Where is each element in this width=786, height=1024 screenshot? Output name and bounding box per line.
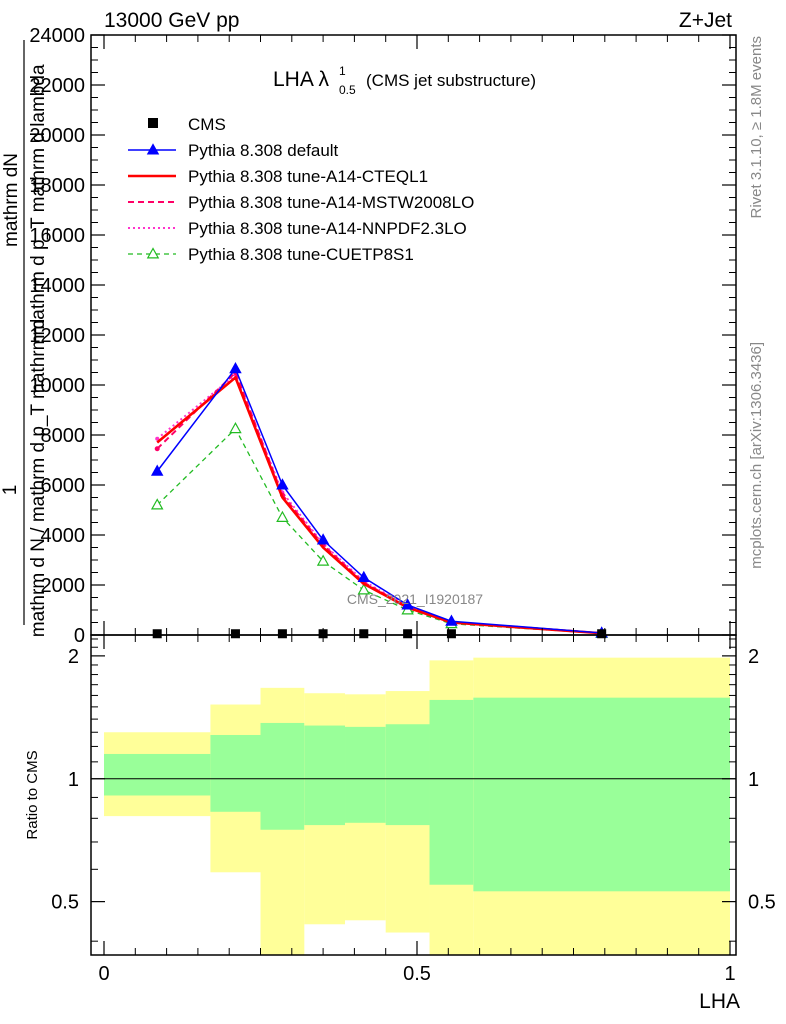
- point-cms: [152, 629, 162, 639]
- y-axis-label-line-1: mathrm dN: [1, 153, 22, 247]
- ratio-y-tick-label-right: 0.5: [748, 892, 776, 914]
- y-tick-label: 20000: [29, 125, 85, 147]
- ratio-y-tick-label-right: 2: [748, 646, 759, 668]
- ratio-band-inner-2: [260, 722, 305, 830]
- point-cms: [359, 629, 369, 639]
- legend: CMS Pythia 8.308 default Pythia 8.308 tune…: [128, 115, 474, 264]
- point-default: [445, 614, 458, 626]
- y-tick-label: 2000: [41, 575, 86, 597]
- legend-label-a14_mstw: Pythia 8.308 tune-A14-MSTW2008LO: [188, 193, 474, 212]
- ratio-frame: [90, 634, 737, 956]
- series-line-cuetp8s1: [156, 427, 602, 635]
- ratio-band-inner-6: [429, 699, 474, 885]
- plot-title-sub: 0.5: [339, 83, 356, 97]
- plot-title-main: LHA λ: [273, 68, 330, 91]
- x-tick-label: 0.5: [403, 963, 431, 985]
- series-a14_cteql1: [156, 375, 602, 635]
- legend-marker-cuetp8s1: [146, 247, 160, 259]
- y-tick-label: 6000: [41, 475, 86, 497]
- point-cuetp8s1: [229, 422, 242, 434]
- point-cms: [403, 629, 413, 639]
- plot-title-note: (CMS jet substructure): [366, 71, 536, 90]
- point-cms: [277, 629, 287, 639]
- point-cms: [597, 629, 607, 639]
- legend-label-a14_nnpdf: Pythia 8.308 tune-A14-NNPDF2.3LO: [188, 219, 467, 238]
- ratio-band-inner-7: [473, 697, 730, 892]
- point-default: [150, 464, 164, 476]
- point-default: [229, 362, 242, 374]
- legend-item-a14_mstw: Pythia 8.308 tune-A14-MSTW2008LO: [128, 193, 474, 212]
- ratio-y-tick-label-right: 1: [748, 769, 759, 791]
- y-tick-label: 24000: [29, 25, 85, 47]
- y-tick-label: 18000: [29, 175, 85, 197]
- legend-label-cms: CMS: [188, 115, 226, 134]
- y-tick-label: 22000: [29, 75, 85, 97]
- legend-item-cms: CMS: [148, 115, 226, 134]
- point-a14-nnpdf: [155, 436, 160, 441]
- y-tick-label: 8000: [41, 425, 86, 447]
- ratio-y-tick-label: 1: [68, 769, 79, 791]
- point-cuetp8s1: [150, 498, 164, 510]
- legend-item-a14_nnpdf: Pythia 8.308 tune-A14-NNPDF2.3LO: [128, 219, 467, 238]
- ratio-y-tick-label: 0.5: [51, 892, 79, 914]
- ratio-band-inner-4: [345, 726, 386, 823]
- y-tick-label: 10000: [29, 375, 85, 397]
- legend-label-cuetp8s1: Pythia 8.308 tune-CUETP8S1: [188, 245, 414, 264]
- point-cuetp8s1: [276, 510, 289, 522]
- point-default: [357, 570, 371, 582]
- legend-label-default: Pythia 8.308 default: [188, 141, 339, 160]
- plot-title-sup: 1: [339, 64, 346, 78]
- y-axis-label-line-3: 1: [0, 485, 21, 496]
- y-axis-label-line-4: mathrm d N / mathrm d p_T mathrm d: [28, 319, 49, 638]
- side-label-rivet: Rivet 3.1.10, ≥ 1.8M events: [748, 36, 765, 219]
- point-default: [276, 478, 289, 490]
- legend-item-a14_cteql1: Pythia 8.308 tune-A14-CTEQL1: [128, 167, 428, 186]
- ratio-band-inner-5: [385, 724, 430, 826]
- legend-item-cuetp8s1: Pythia 8.308 tune-CUETP8S1: [128, 245, 414, 264]
- point-cms: [446, 629, 456, 639]
- legend-marker-default: [146, 143, 160, 155]
- side-label-mcplots: mcplots.cern.ch [arXiv:1306.3436]: [748, 342, 765, 569]
- ratio-y-tick-label: 2: [68, 646, 79, 668]
- y-tick-label: 14000: [29, 275, 85, 297]
- point-a14-mstw: [154, 446, 160, 452]
- y-axis-label: mathrm dN mathrm d p_T mathrm d lambda 1…: [0, 40, 49, 637]
- main-plot-panel: 0 2000 4000 6000 8000 10000 12000 14000 16000 180…: [0, 25, 737, 647]
- y-tick-label: 16000: [29, 225, 85, 247]
- ratio-band-inner-0: [104, 753, 211, 796]
- legend-marker-cms: [148, 118, 158, 128]
- point-cms: [230, 629, 240, 639]
- x-tick-label: 1: [724, 963, 735, 985]
- plot-title: LHA λ 1 0.5 (CMS jet substructure): [273, 64, 536, 97]
- series-line-a14_mstw: [156, 370, 602, 635]
- point-default: [316, 533, 330, 545]
- legend-item-default: Pythia 8.308 default: [128, 141, 339, 160]
- y-axis-label-line-2: mathrm d p_T mathrm d lambda: [28, 64, 49, 335]
- point-cuetp8s1: [357, 583, 371, 595]
- ratio-band-inner-3: [304, 725, 346, 826]
- series-cms: [152, 629, 607, 639]
- ratio-panel: 0 0.5 1 0.5 0.5 1 1 2 2 Ratio to CMS LHA: [24, 634, 776, 1013]
- x-axis-label: LHA: [699, 990, 740, 1013]
- ratio-band-inner-1: [210, 734, 261, 812]
- watermark-analysis: CMS_2021_I1920187: [347, 591, 483, 607]
- y-tick-label: 4000: [41, 525, 86, 547]
- series-line-default: [156, 367, 602, 634]
- x-tick-label: 0: [98, 963, 109, 985]
- point-default: [401, 598, 414, 610]
- header-process: Z+Jet: [679, 9, 732, 32]
- y-tick-label: 0: [74, 625, 85, 647]
- y-tick-label: 12000: [29, 325, 85, 347]
- ratio-y-label: Ratio to CMS: [24, 750, 41, 839]
- series-line-a14_cteql1: [156, 375, 602, 635]
- header-energy: 13000 GeV pp: [104, 9, 239, 32]
- point-cuetp8s1: [316, 554, 330, 566]
- legend-label-a14_cteql1: Pythia 8.308 tune-A14-CTEQL1: [188, 167, 428, 186]
